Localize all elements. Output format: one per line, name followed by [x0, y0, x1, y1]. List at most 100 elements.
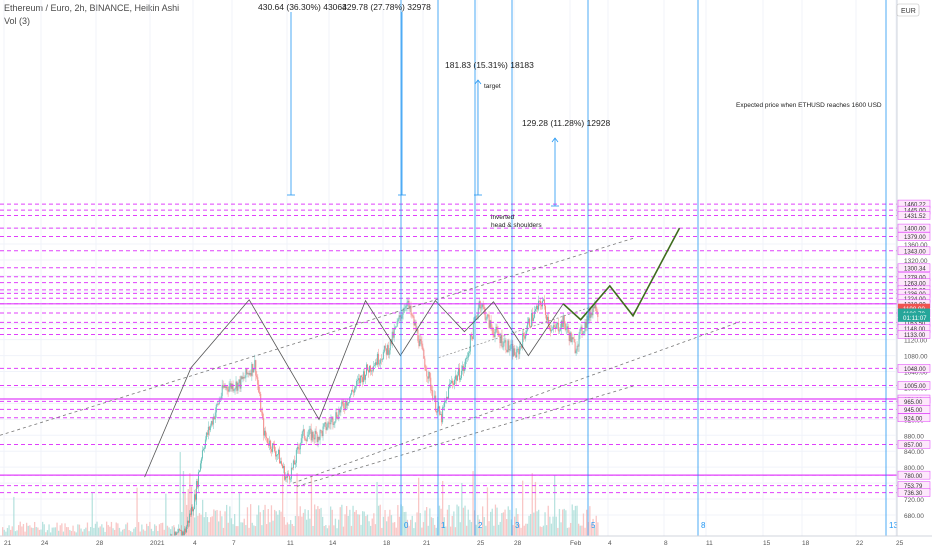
volume-bar [549, 516, 551, 536]
volume-bar [88, 531, 90, 536]
candle-body [231, 384, 233, 389]
volume-bar [118, 527, 121, 536]
volume-bar [50, 532, 52, 536]
candle-body [291, 467, 293, 469]
pattern-zigzag[interactable] [144, 299, 564, 478]
volume-bar [208, 522, 210, 536]
volume-bar [18, 525, 20, 536]
candle-body [532, 312, 534, 321]
candle-body [527, 322, 529, 331]
candle-body [246, 368, 248, 374]
volume-bar [534, 481, 537, 536]
volume-bar [128, 530, 130, 536]
volume-bar [219, 510, 221, 536]
measure-label: 129.28 (11.28%) 12928 [522, 118, 610, 128]
volume-bar [507, 506, 509, 536]
volume-bar [294, 515, 297, 536]
candle-body [503, 341, 505, 347]
candle-body [254, 360, 256, 369]
volume-bar [490, 511, 492, 536]
candle-body [190, 513, 192, 515]
volume-bar [267, 509, 269, 536]
volume-bar [389, 509, 391, 536]
candle-body [281, 461, 283, 465]
candle-body [444, 401, 446, 407]
projection-path[interactable] [562, 227, 681, 321]
candle-body [351, 390, 353, 395]
volume-bar [237, 526, 239, 536]
candle-body [257, 377, 259, 385]
volume-bar [112, 528, 114, 536]
level-badge [897, 405, 931, 414]
indicator-label[interactable]: Vol (3) [4, 16, 31, 26]
candle-body [516, 349, 518, 358]
volume-bar [242, 522, 244, 536]
candle-body [196, 481, 198, 488]
candle-body [558, 330, 560, 332]
volume-bar [218, 521, 220, 536]
candle-body [354, 388, 356, 393]
neckline[interactable] [438, 305, 595, 358]
candle-body [488, 314, 490, 328]
candle-body [508, 340, 510, 351]
candle-body [228, 386, 230, 392]
candle-body [207, 426, 209, 435]
candle-body [250, 372, 252, 376]
volume-bar [453, 511, 455, 536]
channel-lower[interactable] [296, 385, 636, 487]
volume-bar [86, 522, 89, 536]
volume-bar [235, 526, 237, 536]
candle-body [573, 339, 575, 343]
candle-body [262, 412, 264, 418]
candle-body [359, 378, 361, 384]
candle-body [574, 342, 576, 354]
measure-label: 329.78 (27.78%) 32978 [342, 2, 431, 12]
candle-body [361, 375, 363, 378]
candle-body [211, 421, 213, 425]
candle-body [222, 384, 224, 388]
channel-upper[interactable] [0, 237, 635, 436]
channel-middle[interactable] [292, 321, 741, 484]
volume-bar [48, 524, 50, 536]
volume-bar [216, 509, 218, 536]
candle-body [180, 530, 182, 532]
candle-body [216, 403, 218, 405]
volume-bar [34, 521, 36, 536]
volume-bar [264, 504, 266, 536]
candle-body [534, 311, 536, 318]
volume-bar [424, 510, 426, 536]
level-badge [897, 246, 931, 256]
candle-body [553, 325, 555, 327]
candle-body [309, 428, 311, 430]
volume-bar [101, 524, 103, 536]
candle-body [270, 440, 272, 450]
candle-body [347, 403, 349, 406]
candle-body [176, 532, 178, 535]
candle-body [240, 376, 242, 389]
volume-bar [472, 471, 474, 536]
volume-bar [366, 514, 369, 536]
volume-bar [155, 525, 157, 536]
volume-bar [154, 524, 156, 536]
candle-body [189, 513, 191, 523]
candle-body [439, 406, 441, 415]
volume-bar [26, 522, 28, 536]
volume-bar [384, 510, 386, 536]
candle-body [302, 429, 304, 432]
volume-bar [506, 519, 508, 536]
volume-bar [419, 513, 421, 536]
candle-body [423, 349, 425, 359]
candle-body [396, 321, 398, 327]
candle-body [258, 384, 260, 393]
volume-bar [464, 505, 466, 536]
volume-bar [85, 527, 87, 536]
candle-body [314, 430, 316, 440]
volume-bar [170, 529, 172, 536]
volume-bar [123, 528, 125, 536]
currency-badge[interactable] [896, 3, 920, 17]
level-badge-label: 753.79 [904, 484, 923, 490]
volume-bar [205, 512, 207, 536]
candle-body [506, 350, 508, 353]
